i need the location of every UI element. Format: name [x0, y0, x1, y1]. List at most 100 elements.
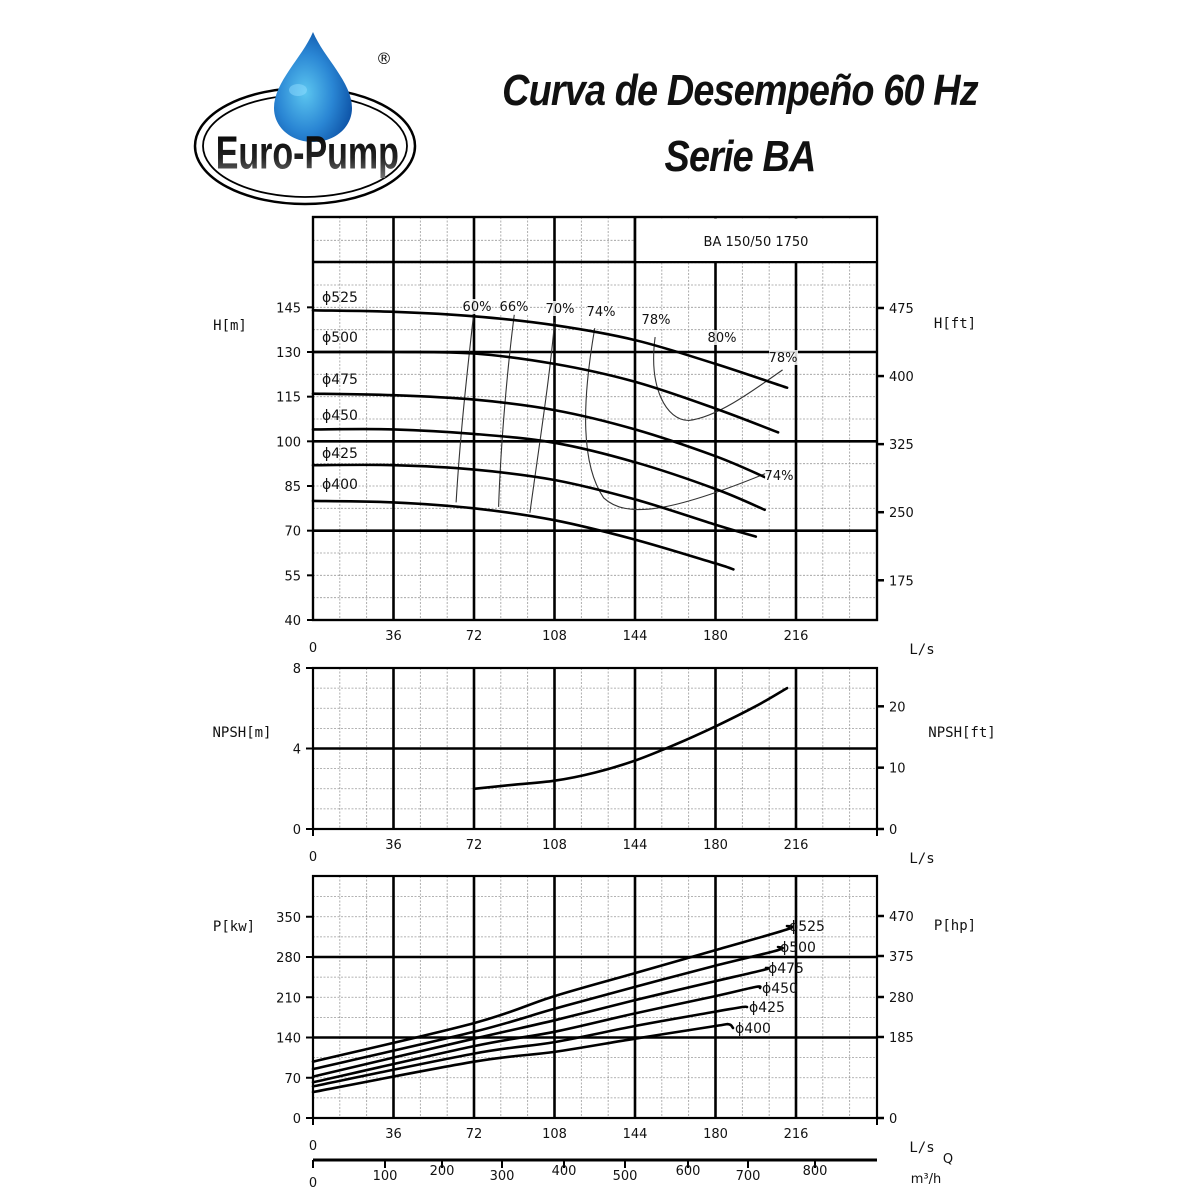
efficiency-label: 78% [769, 351, 798, 366]
flow-q-label: Q [943, 1152, 953, 1167]
efficiency-contour [585, 328, 772, 511]
y-tick-label: 0 [293, 823, 301, 838]
impeller-diameter-label: ϕ425 [322, 446, 358, 462]
head-curve [311, 463, 758, 538]
y-tick-label: 0 [293, 1112, 301, 1127]
registered-mark: ® [376, 49, 392, 68]
impeller-diameter-label: ϕ400 [322, 477, 358, 493]
y-right-tick-label: 375 [889, 950, 914, 965]
x-tick-label: 36 [385, 838, 402, 853]
x-tick-label: 216 [784, 1127, 809, 1142]
m3h-tick-label: 500 [613, 1169, 638, 1184]
page-title: Curva de Desempeño 60 Hz Serie BA [482, 58, 998, 190]
efficiency-label: 60% [463, 300, 492, 315]
x-tick-label: 108 [542, 1127, 567, 1142]
x-tick-label: 216 [784, 838, 809, 853]
x-tick-label: 72 [466, 838, 483, 853]
power-curve [311, 924, 794, 1063]
efficiency-contour [498, 314, 515, 507]
x-tick-label: 180 [703, 838, 728, 853]
x-tick-label: 72 [466, 629, 483, 644]
impeller-diameter-label: ϕ475 [768, 961, 804, 977]
y-right-tick-label: 10 [889, 762, 906, 777]
y-axis-label: NPSH[m] [212, 725, 271, 741]
y-right-axis-label: NPSH[ft] [928, 725, 995, 741]
x-origin-label: 0 [309, 641, 317, 656]
x-unit-label: L/s [909, 1140, 934, 1156]
y-tick-label: 140 [276, 1032, 301, 1047]
x-tick-label: 72 [466, 1127, 483, 1142]
y-right-axis-label: P[hp] [934, 918, 976, 934]
x-tick-label: 216 [784, 629, 809, 644]
impeller-diameter-label: ϕ400 [735, 1021, 771, 1037]
y-right-tick-label: 325 [889, 438, 914, 453]
m3h-tick-label: 600 [676, 1164, 701, 1179]
impeller-diameter-label: ϕ525 [789, 919, 825, 935]
y-right-tick-label: 280 [889, 991, 914, 1006]
title-line-2: Serie BA [664, 132, 817, 181]
m3h-axis: 0 100 200 300 400 500 600 700 800 m³/h [309, 1158, 942, 1191]
efficiency-label: 80% [708, 331, 737, 346]
euro-pump-logo: ® Euro-Pump [193, 32, 417, 206]
head-curve [311, 309, 789, 389]
y-tick-label: 8 [293, 662, 301, 677]
y-tick-label: 85 [284, 480, 301, 495]
power-curve [311, 945, 784, 1071]
y-tick-label: 210 [276, 991, 301, 1006]
y-tick-label: 70 [284, 525, 301, 540]
brand-wordmark: Euro-Pump [216, 126, 399, 178]
m3h-tick-label: 700 [736, 1169, 761, 1184]
y-tick-label: 350 [276, 911, 301, 926]
efficiency-contour [529, 322, 556, 513]
y-right-tick-label: 475 [889, 302, 914, 317]
y-axis-label: P[kw] [213, 919, 255, 935]
x-tick-label: 144 [623, 629, 648, 644]
y-right-axis-label: H[ft] [934, 316, 976, 332]
efficiency-label: 66% [500, 300, 529, 315]
y-right-tick-label: 0 [889, 1112, 897, 1127]
x-origin-label: 0 [309, 850, 317, 865]
y-tick-label: 100 [276, 435, 301, 450]
x-tick-label: 36 [385, 1127, 402, 1142]
npsh-curve [472, 686, 789, 791]
impeller-diameter-label: ϕ450 [322, 408, 358, 424]
power-curve [311, 985, 762, 1084]
m3h-tick-label: 800 [803, 1164, 828, 1179]
x-tick-label: 144 [623, 838, 648, 853]
impeller-diameter-label: ϕ450 [762, 981, 798, 997]
y-right-tick-label: 0 [889, 823, 897, 838]
title-line-1: Curva de Desempeño 60 Hz [502, 66, 979, 115]
x-tick-label: 180 [703, 1127, 728, 1142]
y-right-tick-label: 250 [889, 506, 914, 521]
m3h-tick-label: 400 [552, 1164, 577, 1179]
y-right-tick-label: 185 [889, 1031, 914, 1046]
efficiency-label: 74% [587, 305, 616, 320]
head-chart: BA 150/50 1750 40 55 70 85 100 115 130 145 H[m] 17… [213, 215, 976, 658]
y-tick-label: 280 [276, 951, 301, 966]
x-tick-label: 108 [542, 629, 567, 644]
power-curve [311, 1005, 749, 1088]
x-unit-label: L/s [909, 851, 934, 867]
m3h-origin-label: 0 [309, 1176, 317, 1191]
y-tick-label: 4 [293, 743, 301, 758]
efficiency-contour [455, 310, 475, 503]
m3h-tick-label: 300 [490, 1169, 515, 1184]
head-curve [311, 499, 735, 571]
m3h-unit-label: m³/h [911, 1172, 942, 1187]
y-tick-label: 145 [276, 301, 301, 316]
efficiency-label: 74% [765, 469, 794, 484]
y-tick-label: 130 [276, 346, 301, 361]
head-curve [311, 427, 766, 512]
y-axis-label: H[m] [213, 318, 247, 334]
efficiency-label: 78% [642, 313, 671, 328]
y-right-tick-label: 20 [889, 700, 906, 715]
y-right-tick-label: 175 [889, 574, 914, 589]
y-tick-label: 70 [284, 1072, 301, 1087]
m3h-tick-label: 100 [373, 1169, 398, 1184]
efficiency-contour [653, 337, 783, 422]
x-tick-label: 36 [385, 629, 402, 644]
x-tick-label: 180 [703, 629, 728, 644]
y-tick-label: 55 [284, 569, 301, 584]
impeller-diameter-label: ϕ500 [780, 940, 816, 956]
